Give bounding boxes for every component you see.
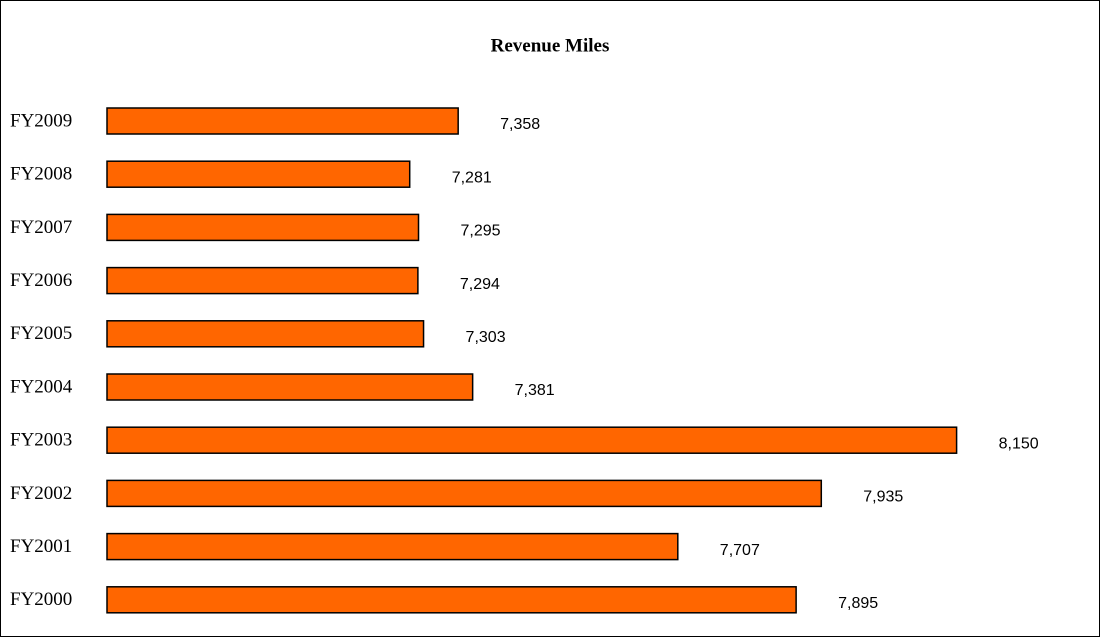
bar — [106, 213, 420, 242]
bar — [106, 426, 958, 454]
value-label: 7,358 — [500, 116, 540, 133]
category-label: FY2003 — [10, 430, 72, 451]
bar — [106, 373, 474, 401]
value-label: 8,150 — [999, 435, 1039, 452]
bar — [106, 320, 425, 348]
category-label: FY2001 — [10, 536, 72, 557]
value-label: 7,895 — [838, 595, 878, 612]
bar — [106, 160, 411, 188]
bar — [106, 479, 823, 508]
category-label: FY2002 — [10, 483, 72, 504]
bar — [106, 107, 459, 135]
value-label: 7,935 — [863, 489, 903, 506]
bar — [106, 532, 679, 561]
value-label: 7,707 — [720, 542, 760, 559]
bar — [106, 266, 419, 295]
value-label: 7,303 — [466, 329, 506, 346]
bar — [106, 586, 797, 614]
category-label: FY2009 — [10, 110, 72, 131]
category-label: FY2007 — [10, 217, 72, 238]
category-label: FY2006 — [10, 270, 72, 291]
category-label: FY2000 — [10, 589, 72, 610]
value-label: 7,295 — [461, 223, 501, 240]
category-label: FY2004 — [10, 376, 73, 397]
value-label: 7,294 — [460, 276, 500, 293]
value-label: 7,381 — [515, 382, 555, 399]
chart-title: Revenue Miles — [491, 35, 610, 56]
value-label: 7,281 — [452, 169, 492, 186]
category-label: FY2008 — [10, 164, 72, 185]
category-label: FY2005 — [10, 323, 72, 344]
